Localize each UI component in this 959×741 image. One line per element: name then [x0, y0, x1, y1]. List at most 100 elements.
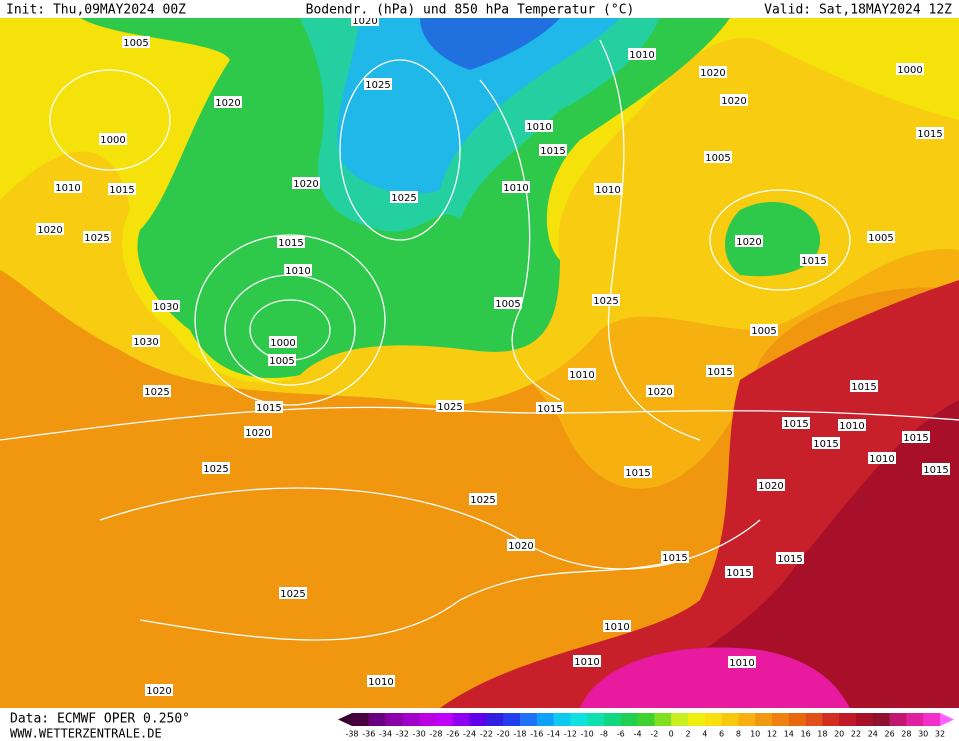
isobar-label: 1025: [144, 387, 169, 398]
label-box: [704, 151, 732, 163]
colorbar-label: -18: [513, 730, 526, 739]
isobar: [139, 559, 681, 641]
colorbar-label: 4: [702, 730, 707, 739]
isobar-label: 1010: [729, 658, 754, 669]
label-box: [776, 552, 804, 564]
isobar-label: 1000: [270, 338, 295, 349]
colorbar: -38 -36 -34 -32 -30 -28 -26 -24 -22 -20 -18 -16 -14-…: [338, 713, 954, 739]
label-box: [539, 144, 567, 156]
isobar: [339, 59, 461, 241]
colorbar-segment: [570, 713, 588, 726]
isobar-label: 1015: [662, 553, 687, 564]
isobar-label: 1015: [783, 419, 808, 430]
label-box: [867, 231, 895, 243]
label-box: [592, 294, 620, 306]
colorbar-segment: [520, 713, 538, 726]
label-box: [351, 18, 379, 26]
isobar-label: 1010: [368, 677, 393, 688]
colorbar-segment: [889, 713, 907, 726]
isobar-label: 1010: [503, 183, 528, 194]
isobar-label: 1015: [278, 238, 303, 249]
isobar-label: 1025: [437, 402, 462, 413]
isobar-label: 1020: [700, 68, 725, 79]
isobar-label: 1015: [707, 367, 732, 378]
header-bar: [0, 0, 959, 18]
colorbar-segment: [637, 713, 655, 726]
label-box: [36, 223, 64, 235]
colorbar-segment: [721, 713, 739, 726]
colorbar-label: -38: [345, 730, 358, 739]
isobar-label: 1010: [55, 183, 80, 194]
label-box: [728, 656, 756, 668]
colorbar-label: 18: [817, 730, 827, 739]
colorbar-label: -32: [396, 730, 409, 739]
colorbar-segment: [822, 713, 840, 726]
label-box: [284, 264, 312, 276]
isobar-label: 1010: [629, 50, 654, 61]
isobar-label: 1010: [839, 421, 864, 432]
isobar-label: 1020: [146, 686, 171, 697]
colorbar-segment: [839, 713, 857, 726]
isobar-label: 1010: [869, 454, 894, 465]
valid-time: Valid: Sat,18MAY2024 12Z: [764, 3, 952, 18]
colorbar-segment: [419, 713, 437, 726]
colorbar-label: -22: [480, 730, 493, 739]
colorbar-label: 10: [750, 730, 760, 739]
label-box: [145, 684, 173, 696]
isobar: [479, 79, 561, 401]
isobar-label: 1015: [903, 433, 928, 444]
colorbar-label: 6: [719, 730, 724, 739]
colorbar-label: 0: [669, 730, 674, 739]
isobar: [194, 234, 386, 406]
hotter-red: [620, 400, 959, 708]
colorbar-arrow: [338, 713, 352, 726]
label-box: [725, 566, 753, 578]
isobar-label: 1010: [595, 185, 620, 196]
label-box: [436, 400, 464, 412]
isobar-label: 1020: [245, 428, 270, 439]
website: WWW.WETTERZENTRALE.DE: [10, 727, 162, 741]
colorbar-segment: [503, 713, 521, 726]
isobar-label: 1005: [269, 356, 294, 367]
isobar-label: 1020: [352, 16, 377, 27]
label-box: [838, 419, 866, 431]
label-box: [364, 78, 392, 90]
label-box: [108, 183, 136, 195]
label-box: [214, 96, 242, 108]
isobar-label: 1015: [777, 554, 802, 565]
label-box: [390, 191, 418, 203]
label-box: [800, 254, 828, 266]
isobar-label: 1015: [801, 256, 826, 267]
isobar-label: 1015: [917, 129, 942, 140]
isobar-label: 1020: [215, 98, 240, 109]
isobar-label: 1000: [100, 135, 125, 146]
isobar-label: 1015: [851, 382, 876, 393]
label-box: [277, 236, 305, 248]
colorbar-label: -24: [463, 730, 476, 739]
isobar-label: 1025: [470, 495, 495, 506]
colorbar-segment: [872, 713, 891, 726]
isobar-label: 1020: [37, 225, 62, 236]
isobar-label: 1020: [758, 481, 783, 492]
isobar: [709, 189, 851, 291]
isobar-label: 1015: [109, 185, 134, 196]
isobar-label: 1020: [736, 237, 761, 248]
hot-magenta: [580, 647, 850, 708]
label-box: [750, 324, 778, 336]
label-box: [279, 587, 307, 599]
label-box: [494, 297, 522, 309]
colorbar-label: -34: [379, 730, 392, 739]
label-box: [573, 655, 601, 667]
colorbar-label: -16: [530, 730, 543, 739]
label-box: [54, 181, 82, 193]
colorbar-segment: [654, 713, 672, 726]
label-box: [122, 36, 150, 48]
cold-blue: [420, 18, 560, 70]
label-box: [706, 365, 734, 377]
label-box: [269, 336, 297, 348]
label-box: [646, 385, 674, 397]
label-box: [255, 401, 283, 413]
